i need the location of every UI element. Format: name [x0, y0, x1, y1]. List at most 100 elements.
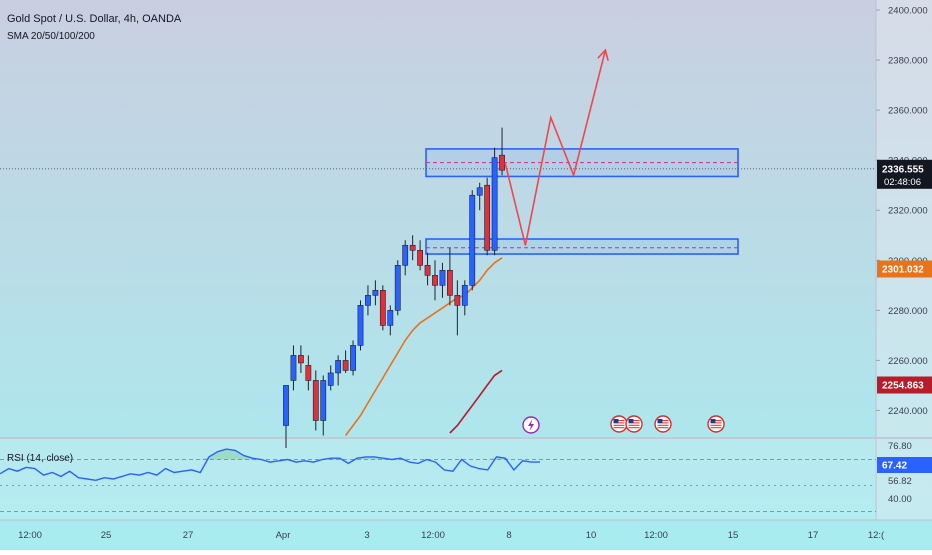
time-tick-label: 12:( [868, 530, 885, 541]
price-tick-label: 2280.000 [888, 306, 928, 317]
time-tick-label: 12:00 [644, 530, 668, 541]
time-tick-label: 25 [101, 530, 112, 541]
sma-fast-price-label-bg [877, 260, 932, 278]
candle[interactable] [394, 260, 401, 316]
sma-fast-line [344, 257, 503, 436]
markers-layer [522, 415, 725, 434]
candle[interactable] [439, 262, 446, 298]
candle-body [379, 290, 386, 326]
us-flag-icon[interactable] [654, 415, 672, 433]
time-tick-label: Apr [276, 530, 291, 541]
candle[interactable] [446, 247, 453, 306]
candle-body [469, 194, 476, 286]
candles-layer [283, 127, 505, 449]
us-flag-icon[interactable] [707, 415, 725, 433]
candle-body [409, 244, 416, 251]
candle[interactable] [499, 127, 505, 176]
rsi-pane-background [0, 438, 876, 520]
candle-body [320, 380, 327, 421]
candle[interactable] [454, 280, 461, 336]
projection-path[interactable] [504, 49, 607, 246]
candle-body [357, 305, 364, 346]
candle[interactable] [365, 285, 371, 316]
candle[interactable] [283, 385, 289, 449]
candle[interactable] [357, 300, 364, 351]
candle-body [402, 244, 409, 266]
rsi-tick-label: 40.00 [888, 494, 912, 505]
rsi-tick-label: 56.82 [888, 476, 912, 487]
candle[interactable] [461, 280, 468, 316]
candle-body [476, 187, 483, 196]
price-tick-label: 2320.000 [888, 206, 928, 217]
candle-body [312, 380, 319, 421]
candle-body [491, 157, 498, 251]
candle-body [350, 345, 356, 371]
candle-body [305, 365, 312, 381]
candle[interactable] [491, 147, 498, 256]
sma-fast-price-label: 2301.032 [882, 265, 924, 276]
candle[interactable] [417, 240, 423, 271]
candle[interactable] [432, 260, 438, 301]
lightning-icon[interactable] [522, 416, 540, 434]
candle-body [432, 275, 438, 286]
candle[interactable] [342, 350, 349, 373]
candle[interactable] [312, 370, 319, 431]
time-axis-ticks: 12:00 25 27 Apr 3 12:00 8 10 12:00 15 17 12:( [18, 530, 885, 541]
sma-slow-price-label: 2254.863 [882, 381, 924, 392]
candle-body [454, 295, 461, 306]
rsi-layer: 76.80 56.82 40.00 [0, 441, 912, 512]
time-tick-label: 12:00 [18, 530, 42, 541]
candle[interactable] [320, 375, 327, 436]
candle[interactable] [335, 355, 342, 386]
candle[interactable] [350, 340, 356, 376]
zones-layer [0, 148, 876, 255]
candle-body [446, 270, 453, 296]
candle[interactable] [379, 285, 386, 331]
time-tick-label: 8 [506, 530, 511, 541]
candle[interactable] [476, 182, 483, 211]
price-tick-label: 2240.000 [888, 406, 928, 417]
candle-body [372, 290, 379, 296]
rsi-current-label-bg [877, 457, 932, 473]
candle-body [283, 385, 289, 426]
sma-layer [344, 257, 503, 436]
price-tick-label: 2260.000 [888, 356, 928, 367]
indicator-label: SMA 20/50/100/200 [7, 31, 95, 42]
us-flag-icon[interactable] [610, 415, 628, 433]
candle[interactable] [372, 280, 379, 306]
candle[interactable] [469, 190, 476, 291]
candle-body [439, 270, 446, 286]
candle[interactable] [424, 252, 431, 286]
last-price-box [877, 159, 932, 189]
sma-slow-line [449, 369, 503, 434]
price-axis-panel [876, 0, 932, 520]
time-tick-label: 12:00 [421, 530, 445, 541]
candle[interactable] [290, 345, 297, 391]
sma-slow-price-label-bg [877, 376, 932, 394]
countdown-label: 02:48:06 [884, 177, 921, 188]
price-labels-layer: 2336.555 02:48:06 2301.032 2254.863 67.42 [877, 159, 932, 473]
candle[interactable] [387, 305, 394, 336]
candle[interactable] [297, 345, 304, 373]
candle[interactable] [305, 355, 312, 391]
price-tick-label: 2400.000 [888, 6, 928, 17]
price-zone-box[interactable] [425, 238, 739, 255]
rsi-label: RSI (14, close) [7, 453, 73, 464]
candle-body [290, 355, 297, 381]
candle[interactable] [484, 177, 491, 256]
candle-body [499, 154, 505, 171]
candle-body [461, 285, 468, 306]
candle[interactable] [409, 235, 416, 261]
candle-body [417, 249, 423, 266]
candle-body [365, 295, 371, 306]
candle[interactable] [402, 240, 409, 276]
candle[interactable] [327, 365, 334, 391]
chart-title: Gold Spot / U.S. Dollar, 4h, OANDA [7, 13, 182, 25]
candle-body [335, 360, 342, 374]
us-flag-icon[interactable] [625, 415, 643, 433]
projection-layer [504, 48, 609, 246]
rsi-tick-label: 76.80 [888, 441, 912, 452]
